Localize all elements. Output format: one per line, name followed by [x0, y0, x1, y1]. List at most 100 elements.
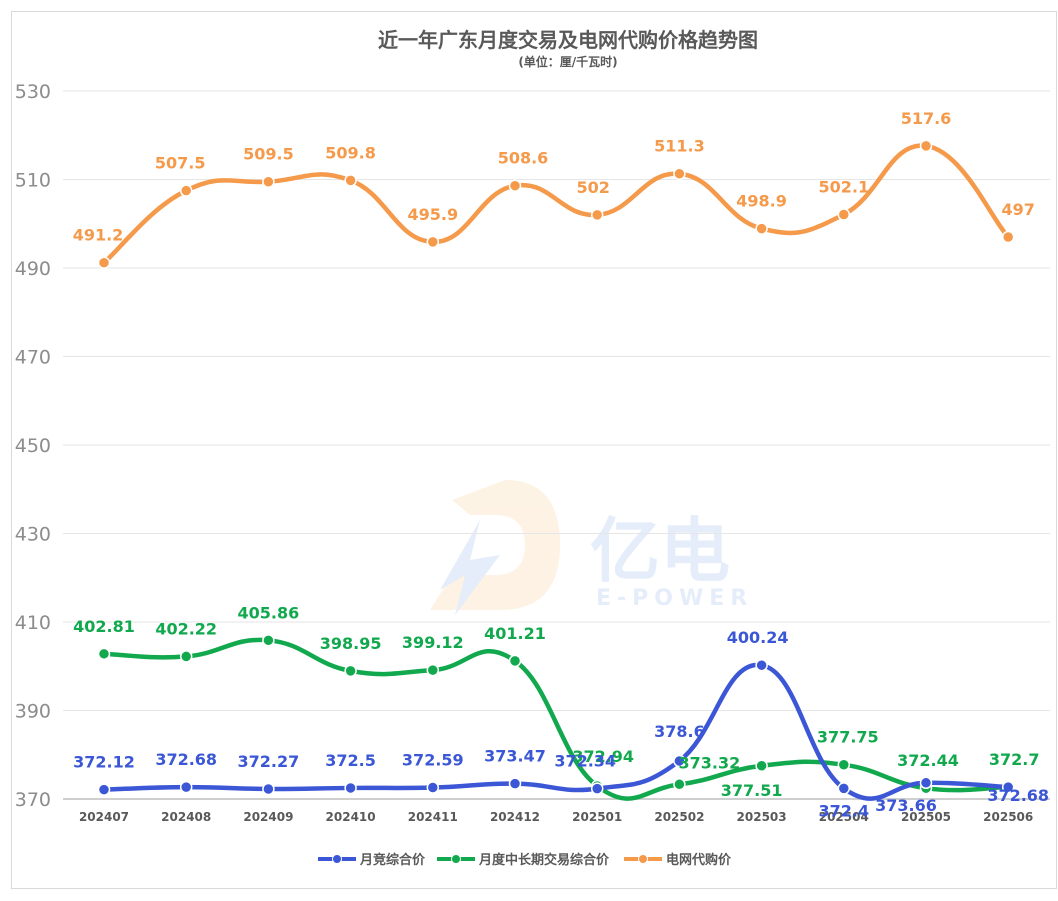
data-label: 400.24 [727, 628, 789, 647]
data-label: 372.27 [238, 752, 300, 771]
data-label: 401.21 [484, 624, 546, 643]
data-point[interactable] [837, 208, 851, 221]
x-tick-label: 202504 [819, 810, 869, 824]
x-axis-ticks: 202407 202408 202409 202410 202411 202412 2025… [79, 810, 1033, 824]
data-point[interactable] [179, 184, 193, 197]
chart-title: 近一年广东月度交易及电网代购价格趋势图 [378, 28, 758, 52]
x-tick-label: 202502 [654, 810, 704, 824]
data-label: 372.68 [155, 750, 217, 769]
data-point[interactable] [673, 778, 686, 791]
data-label: 378.6 [654, 722, 705, 741]
data-point[interactable] [179, 780, 193, 794]
data-label: 372.59 [402, 751, 464, 770]
data-point[interactable] [1001, 230, 1015, 244]
data-label: 491.2 [73, 226, 124, 245]
data-label: 372.44 [897, 751, 959, 770]
data-label: 498.9 [736, 192, 787, 211]
data-label: 372.68 [987, 786, 1049, 805]
data-point[interactable] [837, 782, 851, 795]
data-point[interactable] [919, 139, 933, 153]
data-point[interactable] [344, 174, 357, 187]
data-label: 373.47 [484, 747, 546, 766]
data-label: 508.6 [498, 149, 549, 168]
data-point[interactable] [673, 167, 686, 180]
watermark-logo: 亿电 E-POWER [430, 480, 753, 615]
data-point[interactable] [837, 758, 851, 771]
chart-frame [11, 11, 1057, 889]
x-tick-label: 202506 [983, 810, 1033, 824]
x-tick-label: 202408 [161, 810, 211, 824]
data-label: 377.51 [721, 781, 783, 800]
data-label-layer: 491.2 507.5 509.5 509.8 495.9 508.6 502 511.3 49… [73, 109, 1049, 821]
data-point[interactable] [426, 781, 440, 794]
y-axis-ticks: 370 390 410 430 450 470 490 510 530 [15, 81, 51, 811]
data-label: 377.75 [817, 728, 879, 747]
data-point[interactable] [262, 782, 275, 796]
data-point[interactable] [344, 781, 357, 795]
data-point[interactable] [1001, 780, 1015, 794]
watermark-d-shape [430, 480, 560, 610]
series-line-1 [101, 637, 1011, 801]
y-tick-label: 530 [15, 81, 51, 103]
data-point[interactable] [179, 650, 193, 663]
data-point[interactable] [755, 759, 768, 773]
grid-layer [63, 90, 1050, 800]
data-point[interactable] [262, 175, 275, 188]
data-point[interactable] [673, 754, 686, 768]
data-point[interactable] [590, 782, 604, 795]
legend[interactable]: 月竞综合价 月度中长期交易综合价 电网代购价 [318, 852, 732, 868]
watermark-text-en: E-POWER [596, 586, 753, 611]
data-label: 495.9 [407, 205, 458, 224]
chart-subtitle: (单位：厘/千瓦时) [518, 54, 617, 69]
data-label: 502 [576, 178, 609, 197]
y-tick-label: 430 [15, 524, 51, 546]
y-tick-label: 390 [15, 701, 51, 723]
data-point[interactable] [508, 654, 522, 668]
data-point[interactable] [508, 777, 522, 790]
data-point[interactable] [97, 647, 111, 661]
y-tick-label: 470 [15, 347, 51, 369]
data-label: 502.1 [818, 177, 869, 196]
data-label: 372.12 [73, 753, 135, 772]
legend-label[interactable]: 电网代购价 [666, 852, 732, 868]
data-point[interactable] [97, 783, 111, 796]
data-label: 402.22 [155, 619, 217, 638]
data-label: 497 [1001, 200, 1034, 219]
data-label: 402.81 [73, 617, 135, 636]
legend-swatch-marker [638, 854, 648, 864]
data-label: 517.6 [901, 109, 952, 128]
data-label: 372.34 [554, 752, 616, 771]
data-point[interactable] [426, 663, 440, 677]
x-tick-label: 202410 [326, 810, 376, 824]
x-tick-label: 202412 [490, 810, 540, 824]
legend-label[interactable]: 月竞综合价 [359, 852, 426, 868]
series-layer [97, 139, 1015, 801]
y-tick-label: 510 [15, 170, 51, 192]
legend-label[interactable]: 月度中长期交易综合价 [478, 852, 610, 868]
data-label: 372.94 [572, 747, 634, 766]
x-tick-label: 202505 [901, 810, 951, 824]
data-point[interactable] [262, 634, 275, 647]
data-label: 399.12 [402, 633, 464, 652]
data-point[interactable] [755, 658, 768, 672]
data-point[interactable] [508, 179, 522, 192]
x-tick-label: 202411 [408, 810, 458, 824]
data-label: 405.86 [238, 603, 300, 622]
legend-swatch-marker [332, 854, 342, 864]
x-tick-label: 202501 [572, 810, 622, 824]
data-point[interactable] [426, 235, 440, 249]
data-label: 398.95 [320, 634, 382, 653]
data-point[interactable] [755, 222, 768, 235]
data-point[interactable] [97, 256, 111, 269]
y-tick-label: 450 [15, 435, 51, 457]
data-label: 511.3 [654, 137, 705, 156]
series-line-2 [101, 143, 1011, 265]
data-point[interactable] [590, 208, 604, 222]
data-point[interactable] [919, 776, 933, 790]
watermark-text-cn: 亿电 [590, 510, 730, 592]
x-tick-label: 202407 [79, 810, 129, 824]
y-tick-label: 370 [15, 789, 51, 811]
data-label: 373.66 [875, 796, 937, 815]
data-point[interactable] [344, 664, 357, 678]
